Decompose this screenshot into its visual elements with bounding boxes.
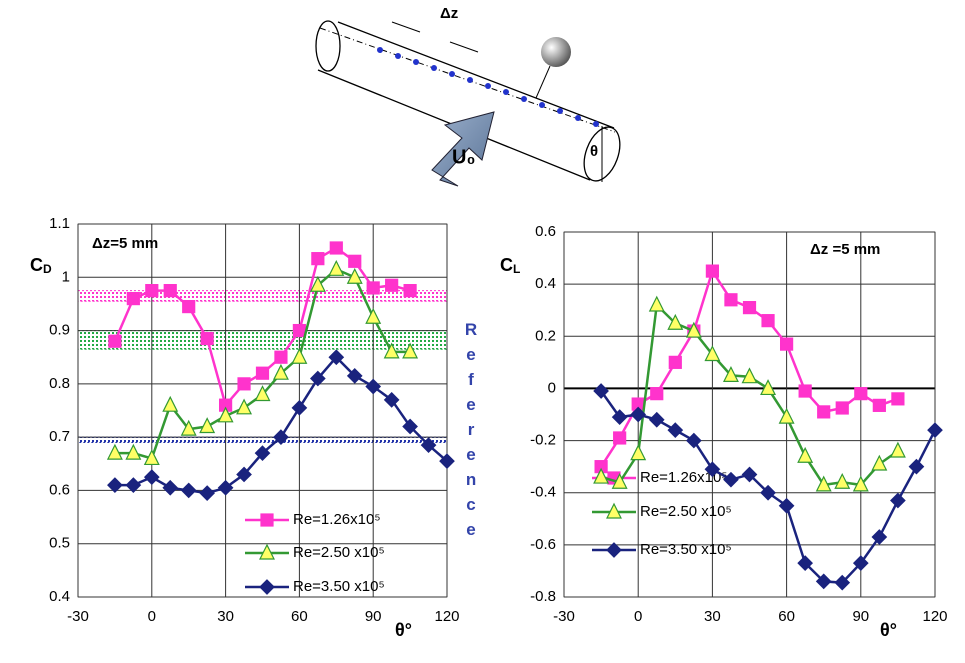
marker (892, 393, 904, 405)
x-tick-label: 120 (434, 608, 459, 625)
marker (238, 378, 250, 390)
y-label-sub: L (513, 262, 520, 276)
legend-label: Re=1.26x10⁵ (293, 511, 381, 528)
marker (799, 385, 811, 397)
marker (257, 367, 269, 379)
x-tick-label: 90 (365, 608, 382, 625)
x-axis-label: θ° (395, 620, 412, 640)
figure: Δz U₀ θ 0.4 0.5 0.6 0.7 0.8 0.9 1 1.1 -30 0 30 60 90… (0, 0, 965, 658)
y-tick-label: -0.8 (530, 588, 556, 605)
dz-arrow (450, 42, 478, 52)
velocity-label: U₀ (452, 146, 475, 168)
marker (367, 282, 379, 294)
marker (386, 279, 398, 291)
cylinder-end (316, 21, 340, 71)
marker (201, 333, 213, 345)
legend-label: Re=3.50 x10⁵ (640, 541, 732, 558)
y-tick-label: 0.4 (49, 588, 70, 605)
marker (873, 399, 885, 411)
dz-label: Δz (440, 5, 458, 22)
annotation: Δz =5 mm (810, 241, 880, 258)
marker (781, 338, 793, 350)
marker (183, 301, 195, 313)
y-tick-label: 0.6 (535, 223, 556, 240)
y-tick-label: -0.4 (530, 484, 556, 501)
marker (651, 388, 663, 400)
x-tick-label: 0 (634, 608, 642, 625)
y-tick-label: 0.5 (49, 535, 70, 552)
chart: 0.4 0.5 0.6 0.7 0.8 0.9 1 1.1 -30 0 30 60 90 120 Re=1.… (30, 215, 481, 640)
x-tick-label: 60 (778, 608, 795, 625)
marker (614, 432, 626, 444)
x-tick-label: 0 (148, 608, 156, 625)
marker (349, 255, 361, 267)
y-tick-label: 0.9 (49, 322, 70, 339)
pointer (536, 66, 550, 98)
marker (293, 325, 305, 337)
y-axis-label: CD (30, 255, 52, 276)
angle-label: θ (590, 143, 598, 160)
chart: -0.8 -0.6 -0.4 -0.2 0 0.2 0.4 0.6 -30 0 30 60 90 120 R… (500, 223, 948, 640)
marker (404, 285, 416, 297)
marker (744, 302, 756, 314)
x-tick-label: 60 (291, 608, 308, 625)
y-tick-label: 1.1 (49, 215, 70, 232)
y-tick-label: 1 (62, 268, 70, 285)
y-tick-label: 0 (548, 379, 556, 396)
marker (706, 265, 718, 277)
x-tick-label: 120 (922, 608, 947, 625)
y-tick-label: 0.2 (535, 327, 556, 344)
x-tick-label: 30 (217, 608, 234, 625)
y-tick-label: 0.7 (49, 428, 70, 445)
y-tick-label: 0.8 (49, 375, 70, 392)
legend-label: Re=2.50 x10⁵ (640, 503, 732, 520)
y-tick-label: -0.6 (530, 536, 556, 553)
cylinder-diagram: Δz U₀ θ (316, 5, 627, 186)
y-label-main: C (500, 255, 513, 275)
reference-band (78, 437, 447, 442)
y-label-main: C (30, 255, 43, 275)
annotation: Δz=5 mm (92, 235, 158, 252)
marker (669, 356, 681, 368)
x-tick-label: 30 (704, 608, 721, 625)
marker (275, 351, 287, 363)
marker (109, 335, 121, 347)
cylinder-top (338, 22, 614, 128)
marker (312, 253, 324, 265)
x-tick-label: -30 (553, 608, 575, 625)
y-axis-label: CL (500, 255, 520, 276)
y-tick-label: -0.2 (530, 432, 556, 449)
marker (146, 285, 158, 297)
legend-label: Re=2.50 x10⁵ (293, 544, 385, 561)
x-tick-label: -30 (67, 608, 89, 625)
marker (127, 293, 139, 305)
side-note: Reference (462, 320, 481, 545)
marker (818, 406, 830, 418)
marker (164, 285, 176, 297)
y-tick-label: 0.4 (535, 275, 556, 292)
sphere (541, 37, 571, 67)
dz-arrow (392, 22, 420, 32)
marker (725, 294, 737, 306)
x-tick-label: 90 (852, 608, 869, 625)
y-label-sub: D (43, 262, 52, 276)
legend-marker (261, 514, 273, 526)
marker (855, 388, 867, 400)
marker (762, 315, 774, 327)
marker (330, 242, 342, 254)
y-tick-label: 0.6 (49, 481, 70, 498)
marker (836, 402, 848, 414)
legend-label: Re=3.50 x10⁵ (293, 578, 385, 595)
x-axis-label: θ° (880, 620, 897, 640)
